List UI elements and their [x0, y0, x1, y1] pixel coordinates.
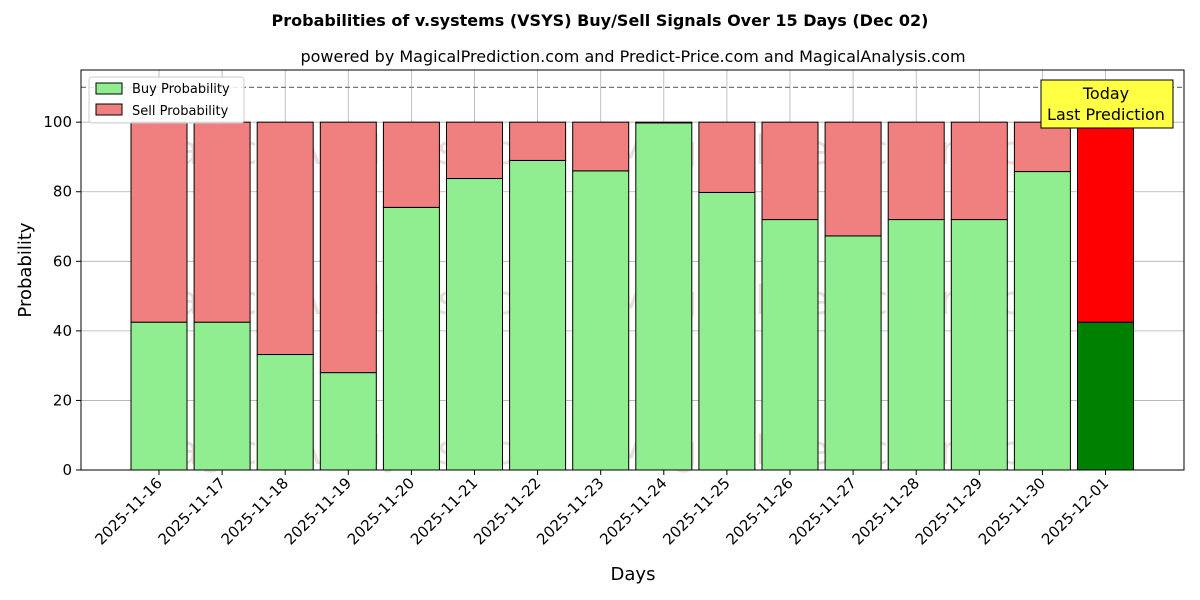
x-tick-label: 2025-11-22	[470, 474, 544, 548]
plot-frame	[80, 69, 1185, 471]
bar-sell-2025-11-22	[509, 121, 567, 161]
bar-buy-2025-11-23	[572, 170, 630, 471]
x-tick-label: 2025-12-01	[1038, 474, 1112, 548]
legend-swatch-buy	[95, 82, 123, 95]
annotation-line-last-prediction: Last Prediction	[1047, 105, 1165, 124]
bar-buy-2025-11-25	[698, 191, 756, 471]
y-tick-label: 60	[53, 252, 72, 270]
legend-swatch-sell	[95, 103, 123, 116]
bar-buy-2025-11-27	[824, 235, 882, 471]
bar-buy-2025-12-01	[1077, 321, 1134, 471]
chart-title: Probabilities of v.systems (VSYS) Buy/Se…	[272, 11, 929, 30]
bar-buy-2025-11-28	[887, 219, 945, 471]
chart-subtitle: powered by MagicalPrediction.com and Pre…	[300, 47, 965, 66]
bar-sell-2025-11-26	[761, 121, 819, 221]
y-tick-label: 40	[53, 322, 72, 340]
bar-sell-2025-11-28	[887, 121, 945, 221]
x-tick-label: 2025-11-29	[912, 474, 986, 548]
annotation-line-today: Today	[1082, 84, 1129, 103]
x-tick-label: 2025-11-17	[155, 474, 229, 548]
bar-buy-2025-11-21	[446, 178, 503, 471]
x-tick-label: 2025-11-24	[596, 474, 670, 548]
x-tick-label: 2025-11-16	[91, 474, 165, 548]
x-tick-label: 2025-11-18	[218, 474, 292, 548]
x-axis-label: Days	[611, 564, 656, 585]
bar-sell-2025-11-16	[130, 121, 188, 323]
bar-buy-2025-11-17	[193, 321, 251, 471]
x-tick-label: 2025-11-27	[786, 474, 860, 548]
y-tick-label: 20	[53, 391, 72, 409]
x-tick-label: 2025-11-30	[975, 474, 1049, 548]
x-tick-label: 2025-11-23	[533, 474, 607, 548]
legend-label-buy: Buy Probability	[132, 82, 230, 97]
x-tick-label: 2025-11-21	[407, 474, 481, 548]
bars	[130, 121, 1134, 471]
bar-sell-2025-11-29	[950, 121, 1008, 221]
y-axis-ticks: 0 20 40 60 80 100	[43, 113, 81, 479]
bar-sell-2025-11-20	[382, 121, 440, 208]
legend-box	[88, 76, 245, 124]
today-annotation: Today Last Prediction	[1040, 79, 1174, 129]
y-tick-label: 100	[43, 113, 72, 131]
x-tick-label: 2025-11-25	[659, 474, 733, 548]
x-tick-label: 2025-11-26	[722, 474, 796, 548]
bar-buy-2025-11-19	[319, 372, 377, 471]
bar-buy-2025-11-29	[950, 219, 1008, 471]
bar-buy-2025-11-16	[130, 321, 188, 471]
x-tick-label: 2025-11-20	[344, 474, 418, 548]
bar-sell-2025-11-25	[698, 121, 756, 193]
bar-buy-2025-11-18	[256, 354, 314, 471]
bar-buy-2025-11-26	[761, 219, 819, 471]
legend-label-sell: Sell Probability	[132, 104, 229, 119]
bar-buy-2025-11-30	[1013, 171, 1071, 471]
x-tick-label: 2025-11-28	[849, 474, 923, 548]
bar-sell-2025-11-24	[635, 121, 693, 124]
y-tick-label: 80	[53, 183, 72, 201]
y-axis-label: Probability	[15, 222, 36, 317]
bar-sell-2025-11-19	[319, 121, 377, 374]
bar-sell-2025-11-23	[572, 121, 630, 172]
bar-sell-2025-12-01	[1077, 121, 1134, 323]
bar-sell-2025-11-30	[1013, 121, 1071, 173]
x-axis-ticks: 2025-11-162025-11-172025-11-182025-11-19…	[91, 470, 1112, 548]
annotation-box	[1040, 79, 1174, 129]
y-tick-label: 0	[62, 461, 72, 479]
bar-buy-2025-11-22	[509, 159, 567, 471]
bar-buy-2025-11-24	[635, 122, 693, 471]
bar-buy-2025-11-20	[382, 206, 440, 471]
bar-sell-2025-11-18	[256, 121, 314, 356]
bar-sell-2025-11-21	[446, 121, 503, 180]
bar-sell-2025-11-17	[193, 121, 251, 323]
legend: Buy Probability Sell Probability	[88, 76, 245, 124]
x-tick-label: 2025-11-19	[281, 474, 355, 548]
bar-sell-2025-11-27	[824, 121, 882, 237]
